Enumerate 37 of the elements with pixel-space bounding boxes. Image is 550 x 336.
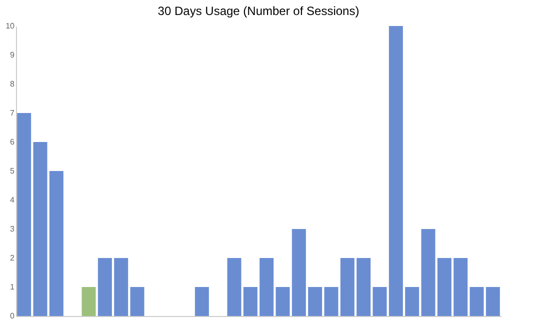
- bar: [243, 287, 258, 316]
- bar: [114, 258, 128, 316]
- y-tick-label: 3: [10, 224, 16, 234]
- bar: [82, 287, 96, 316]
- chart-title: 30 Days Usage (Number of Sessions): [158, 4, 360, 18]
- bar: [388, 26, 403, 316]
- bar: [340, 258, 354, 316]
- y-tick-label: 5: [10, 166, 16, 176]
- bar: [308, 287, 322, 316]
- bar: [292, 229, 306, 316]
- y-tick-label: 8: [10, 80, 16, 88]
- bar: [49, 171, 64, 316]
- bar: [17, 113, 32, 316]
- bar: [260, 258, 274, 316]
- y-tick-label: 7: [10, 108, 16, 118]
- y-tick-label: 0: [10, 312, 16, 320]
- bar: [227, 258, 242, 316]
- y-tick-label: 6: [10, 138, 16, 146]
- bar: [437, 258, 452, 316]
- y-tick-label: 10: [6, 22, 16, 30]
- bar: [454, 258, 468, 316]
- bar: [470, 287, 484, 316]
- bar: [405, 287, 420, 316]
- bar: [372, 287, 387, 316]
- bar: [276, 287, 290, 316]
- bar: [356, 258, 371, 316]
- y-tick-label: 4: [10, 196, 16, 204]
- bar: [421, 229, 436, 316]
- bar: [194, 287, 209, 316]
- y-tick-label: 2: [10, 254, 16, 262]
- bar: [33, 142, 48, 316]
- bar: [324, 287, 338, 316]
- y-tick-label: 1: [10, 282, 16, 292]
- bar: [98, 258, 112, 316]
- y-tick-label: 9: [10, 50, 16, 60]
- bar: [486, 287, 500, 316]
- bar: [130, 287, 144, 316]
